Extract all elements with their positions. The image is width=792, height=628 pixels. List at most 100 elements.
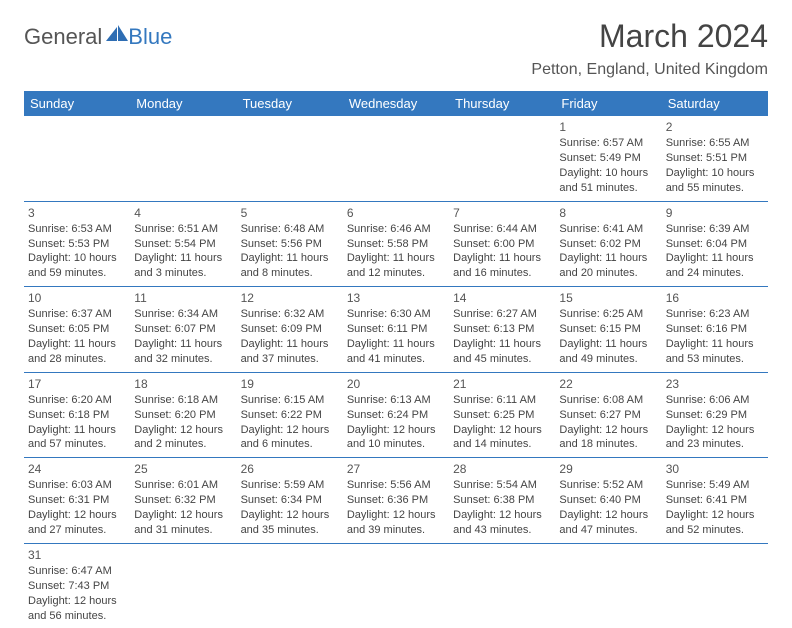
sunrise-line: Sunrise: 6:20 AM: [28, 393, 126, 408]
sunset-line: Sunset: 6:00 PM: [453, 237, 551, 252]
daylight-line: Daylight: 12 hoursand 47 minutes.: [559, 508, 657, 538]
day-number: 13: [347, 290, 445, 306]
calendar-cell: 29Sunrise: 5:52 AMSunset: 6:40 PMDayligh…: [555, 458, 661, 544]
calendar-cell: 16Sunrise: 6:23 AMSunset: 6:16 PMDayligh…: [662, 287, 768, 373]
daylight-line: Daylight: 12 hoursand 39 minutes.: [347, 508, 445, 538]
sunset-line: Sunset: 6:40 PM: [559, 493, 657, 508]
calendar-cell: 12Sunrise: 6:32 AMSunset: 6:09 PMDayligh…: [237, 287, 343, 373]
day-number: 20: [347, 376, 445, 392]
sunrise-line: Sunrise: 6:34 AM: [134, 307, 232, 322]
daylight-line: Daylight: 12 hoursand 31 minutes.: [134, 508, 232, 538]
day-number: 9: [666, 205, 764, 221]
daylight-line: Daylight: 12 hoursand 18 minutes.: [559, 423, 657, 453]
day-number: 24: [28, 461, 126, 477]
day-number: 23: [666, 376, 764, 392]
calendar-cell-empty: [343, 116, 449, 201]
calendar-cell: 13Sunrise: 6:30 AMSunset: 6:11 PMDayligh…: [343, 287, 449, 373]
calendar-cell: 7Sunrise: 6:44 AMSunset: 6:00 PMDaylight…: [449, 201, 555, 287]
calendar-cell: 22Sunrise: 6:08 AMSunset: 6:27 PMDayligh…: [555, 372, 661, 458]
daylight-line: Daylight: 11 hoursand 12 minutes.: [347, 251, 445, 281]
calendar-cell: 4Sunrise: 6:51 AMSunset: 5:54 PMDaylight…: [130, 201, 236, 287]
weekday-header: Monday: [130, 91, 236, 116]
sunrise-line: Sunrise: 6:13 AM: [347, 393, 445, 408]
sunset-line: Sunset: 6:13 PM: [453, 322, 551, 337]
daylight-line: Daylight: 12 hoursand 35 minutes.: [241, 508, 339, 538]
page-title: March 2024: [531, 18, 768, 55]
sunrise-line: Sunrise: 5:59 AM: [241, 478, 339, 493]
sunrise-line: Sunrise: 6:25 AM: [559, 307, 657, 322]
weekday-header: Sunday: [24, 91, 130, 116]
day-number: 29: [559, 461, 657, 477]
weekday-header: Tuesday: [237, 91, 343, 116]
daylight-line: Daylight: 12 hoursand 14 minutes.: [453, 423, 551, 453]
calendar-cell: 28Sunrise: 5:54 AMSunset: 6:38 PMDayligh…: [449, 458, 555, 544]
sunrise-line: Sunrise: 6:41 AM: [559, 222, 657, 237]
day-number: 4: [134, 205, 232, 221]
sunset-line: Sunset: 5:51 PM: [666, 151, 764, 166]
calendar-cell: 17Sunrise: 6:20 AMSunset: 6:18 PMDayligh…: [24, 372, 130, 458]
calendar-cell: 5Sunrise: 6:48 AMSunset: 5:56 PMDaylight…: [237, 201, 343, 287]
calendar-cell-empty: [449, 543, 555, 628]
sunrise-line: Sunrise: 6:06 AM: [666, 393, 764, 408]
calendar-cell-empty: [555, 543, 661, 628]
daylight-line: Daylight: 11 hoursand 20 minutes.: [559, 251, 657, 281]
sunrise-line: Sunrise: 6:32 AM: [241, 307, 339, 322]
daylight-line: Daylight: 10 hoursand 51 minutes.: [559, 166, 657, 196]
sunset-line: Sunset: 5:56 PM: [241, 237, 339, 252]
calendar-cell-empty: [449, 116, 555, 201]
daylight-line: Daylight: 12 hoursand 10 minutes.: [347, 423, 445, 453]
daylight-line: Daylight: 11 hoursand 28 minutes.: [28, 337, 126, 367]
calendar-cell: 24Sunrise: 6:03 AMSunset: 6:31 PMDayligh…: [24, 458, 130, 544]
daylight-line: Daylight: 11 hoursand 37 minutes.: [241, 337, 339, 367]
sunrise-line: Sunrise: 6:37 AM: [28, 307, 126, 322]
day-number: 26: [241, 461, 339, 477]
sunset-line: Sunset: 6:18 PM: [28, 408, 126, 423]
sunrise-line: Sunrise: 6:51 AM: [134, 222, 232, 237]
calendar-cell: 9Sunrise: 6:39 AMSunset: 6:04 PMDaylight…: [662, 201, 768, 287]
calendar-cell: 2Sunrise: 6:55 AMSunset: 5:51 PMDaylight…: [662, 116, 768, 201]
daylight-line: Daylight: 11 hoursand 53 minutes.: [666, 337, 764, 367]
day-number: 6: [347, 205, 445, 221]
sunrise-line: Sunrise: 6:39 AM: [666, 222, 764, 237]
sunrise-line: Sunrise: 6:55 AM: [666, 136, 764, 151]
day-number: 21: [453, 376, 551, 392]
sunrise-line: Sunrise: 6:23 AM: [666, 307, 764, 322]
sunrise-line: Sunrise: 6:48 AM: [241, 222, 339, 237]
sunset-line: Sunset: 6:02 PM: [559, 237, 657, 252]
sunrise-line: Sunrise: 6:15 AM: [241, 393, 339, 408]
sunset-line: Sunset: 6:25 PM: [453, 408, 551, 423]
weekday-header: Friday: [555, 91, 661, 116]
day-number: 25: [134, 461, 232, 477]
calendar-cell: 6Sunrise: 6:46 AMSunset: 5:58 PMDaylight…: [343, 201, 449, 287]
daylight-line: Daylight: 12 hoursand 52 minutes.: [666, 508, 764, 538]
calendar-cell: 14Sunrise: 6:27 AMSunset: 6:13 PMDayligh…: [449, 287, 555, 373]
day-number: 11: [134, 290, 232, 306]
sunset-line: Sunset: 6:41 PM: [666, 493, 764, 508]
calendar-cell-empty: [343, 543, 449, 628]
daylight-line: Daylight: 12 hoursand 56 minutes.: [28, 594, 126, 624]
sunset-line: Sunset: 6:31 PM: [28, 493, 126, 508]
day-number: 2: [666, 119, 764, 135]
sunset-line: Sunset: 6:32 PM: [134, 493, 232, 508]
day-number: 15: [559, 290, 657, 306]
day-number: 17: [28, 376, 126, 392]
sunset-line: Sunset: 5:49 PM: [559, 151, 657, 166]
sunrise-line: Sunrise: 6:27 AM: [453, 307, 551, 322]
calendar-cell: 15Sunrise: 6:25 AMSunset: 6:15 PMDayligh…: [555, 287, 661, 373]
brand-part1: General: [24, 24, 102, 50]
day-number: 18: [134, 376, 232, 392]
sunset-line: Sunset: 5:54 PM: [134, 237, 232, 252]
daylight-line: Daylight: 11 hoursand 8 minutes.: [241, 251, 339, 281]
day-number: 1: [559, 119, 657, 135]
sunrise-line: Sunrise: 6:11 AM: [453, 393, 551, 408]
calendar-cell-empty: [237, 543, 343, 628]
sunset-line: Sunset: 6:34 PM: [241, 493, 339, 508]
calendar-cell-empty: [237, 116, 343, 201]
day-number: 3: [28, 205, 126, 221]
sunset-line: Sunset: 6:22 PM: [241, 408, 339, 423]
day-number: 31: [28, 547, 126, 563]
calendar-cell: 20Sunrise: 6:13 AMSunset: 6:24 PMDayligh…: [343, 372, 449, 458]
calendar-cell: 3Sunrise: 6:53 AMSunset: 5:53 PMDaylight…: [24, 201, 130, 287]
sunset-line: Sunset: 6:24 PM: [347, 408, 445, 423]
sunrise-line: Sunrise: 6:03 AM: [28, 478, 126, 493]
